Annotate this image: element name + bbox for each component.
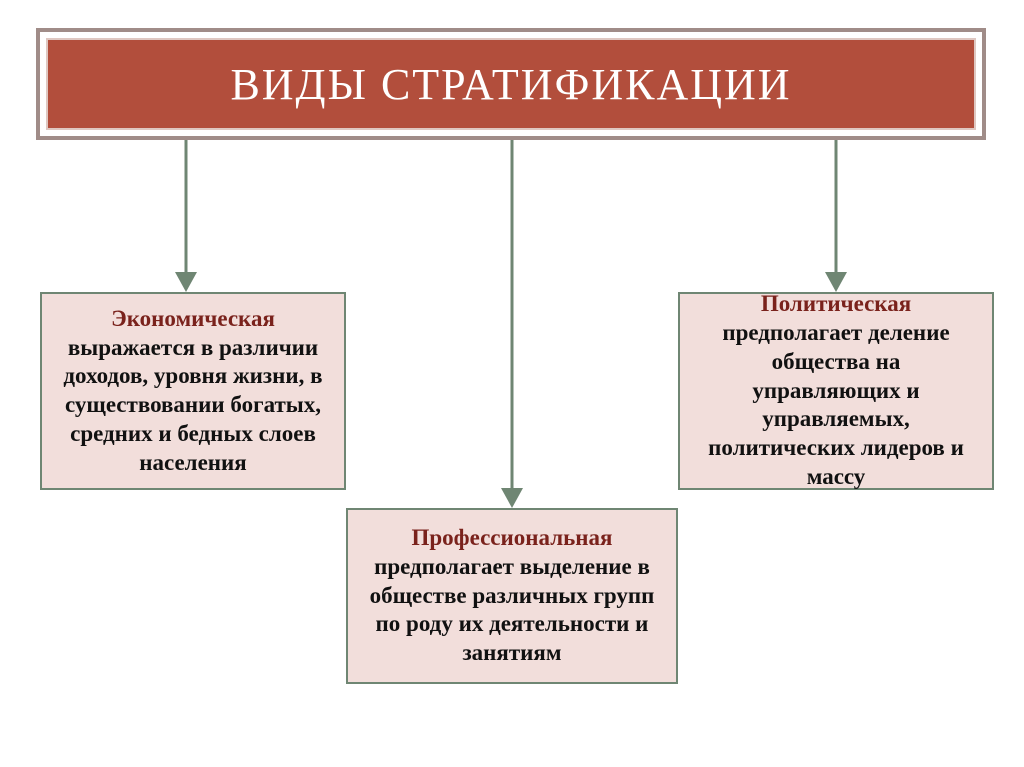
box-professional-body: предполагает выделение в обществе различ… — [364, 553, 660, 668]
box-economic: Экономическая выражается в различии дохо… — [40, 292, 346, 490]
box-political-heading: Политическая — [761, 290, 911, 319]
box-economic-heading: Экономическая — [111, 305, 275, 334]
title-text: ВИДЫ СТРАТИФИКАЦИИ — [230, 59, 791, 110]
arrow-left — [175, 140, 197, 292]
box-professional-heading: Профессиональная — [412, 524, 613, 553]
box-political: Политическая предполагает деление общест… — [678, 292, 994, 490]
title-frame: ВИДЫ СТРАТИФИКАЦИИ — [36, 28, 986, 140]
box-professional: Профессиональная предполагает выделение … — [346, 508, 678, 684]
arrow-right — [825, 140, 847, 292]
arrow-middle — [501, 140, 523, 508]
box-economic-body: выражается в различии доходов, уровня жи… — [58, 334, 328, 478]
title-bar: ВИДЫ СТРАТИФИКАЦИИ — [46, 38, 976, 130]
box-political-body: предполагает деление общества на управля… — [696, 319, 976, 492]
slide: ВИДЫ СТРАТИФИКАЦИИ Экономическая выражае… — [0, 0, 1024, 767]
